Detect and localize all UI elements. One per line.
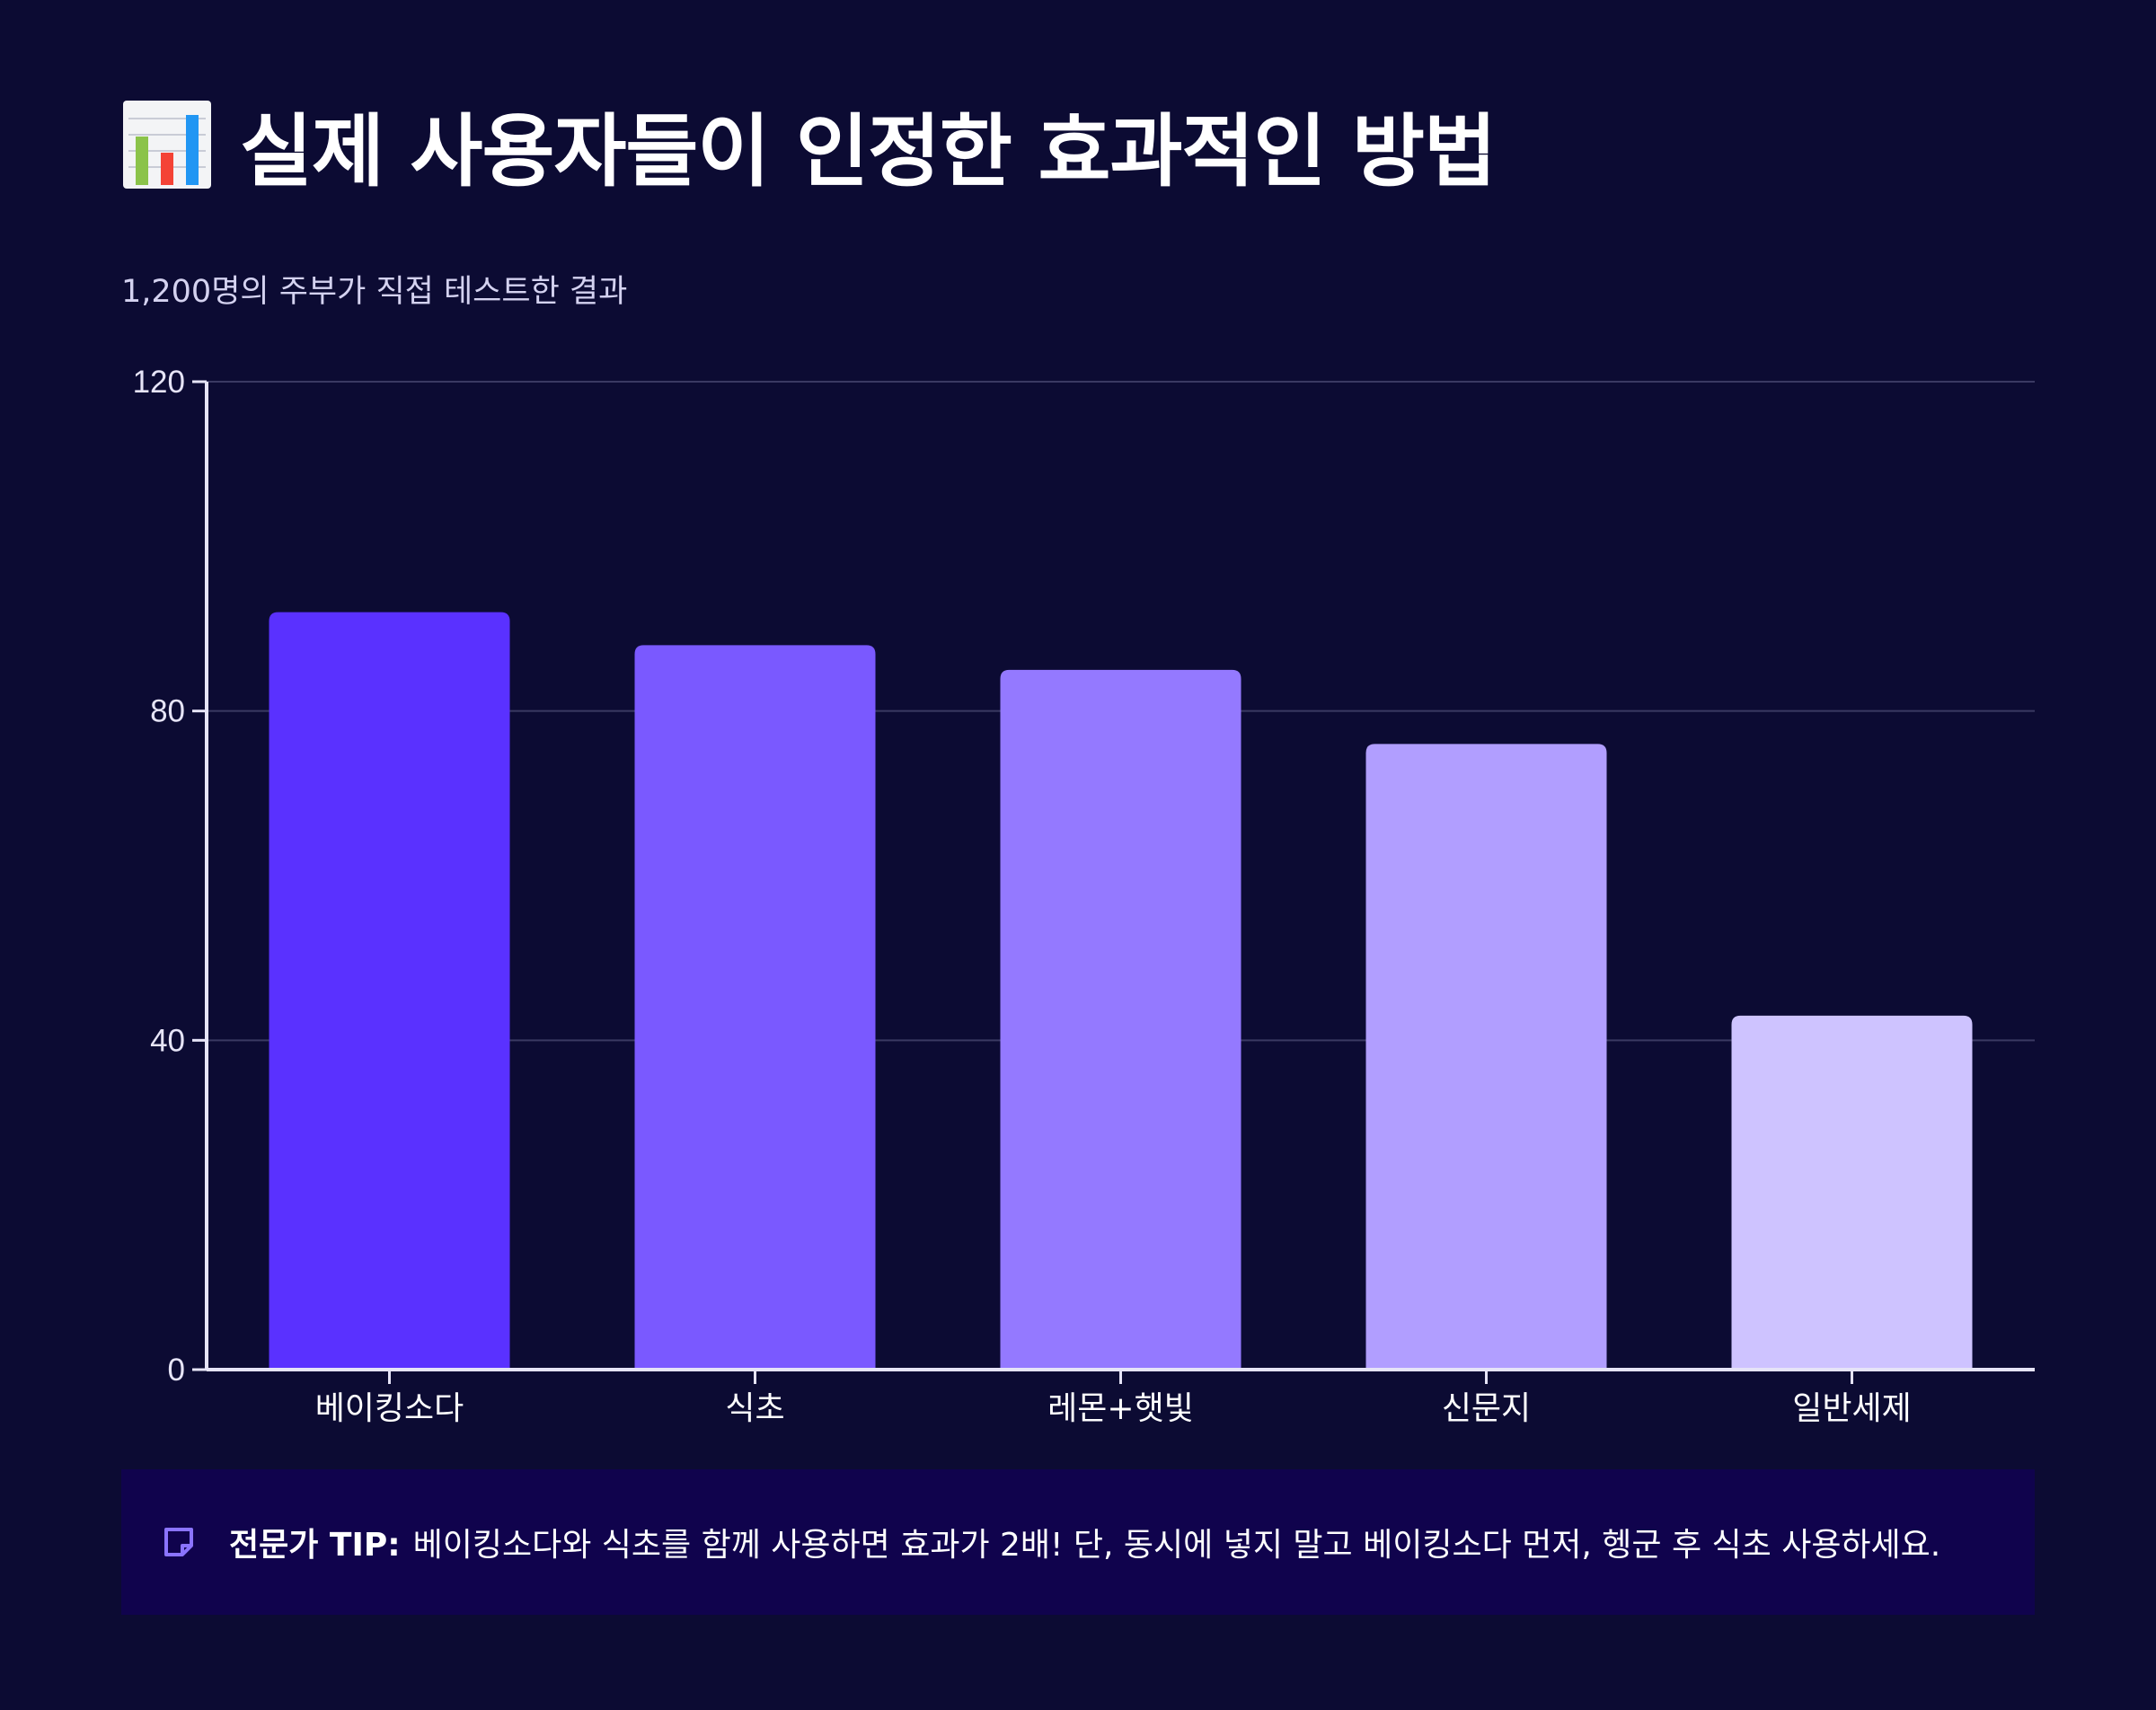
y-tick-label: 80 [150, 694, 185, 729]
x-tick-label: 레몬+햇빛 [1047, 1390, 1194, 1427]
x-tick-label: 일반세제 [1792, 1390, 1911, 1427]
y-tick-label: 120 [133, 365, 185, 400]
page-title: 실제 사용자들이 인정한 효과적인 방법 [121, 86, 1497, 203]
bar [269, 612, 510, 1370]
bar-chart-icon [123, 101, 211, 189]
x-tick-label: 신문지 [1442, 1390, 1531, 1427]
x-tick-label: 베이킹소다 [315, 1390, 464, 1427]
note-icon [164, 1528, 193, 1556]
y-tick-label: 0 [168, 1353, 185, 1388]
page-title-text: 실제 사용자들이 인정한 효과적인 방법 [240, 104, 1497, 198]
tip-box: 전문가 TIP: 베이킹소다와 식초를 함께 사용하면 효과가 2배! 단, 동… [121, 1469, 2035, 1615]
bar [1731, 1015, 1973, 1370]
page-subtitle: 1,200명의 주부가 직접 테스트한 결과 [121, 274, 628, 310]
tip-label: 전문가 TIP: [229, 1527, 401, 1564]
tip-text: 베이킹소다와 식초를 함께 사용하면 효과가 2배! 단, 동시에 넣지 말고 … [412, 1527, 1941, 1564]
bar [1000, 669, 1241, 1370]
bar-chart: 0 40 80 120 베이킹소다 식초 레몬+햇빛 신문지 일반세제 [133, 365, 2035, 1427]
y-tick-label: 40 [150, 1023, 185, 1058]
bar [1365, 744, 1607, 1370]
x-tick-label: 식초 [725, 1390, 784, 1427]
bar [634, 645, 876, 1370]
